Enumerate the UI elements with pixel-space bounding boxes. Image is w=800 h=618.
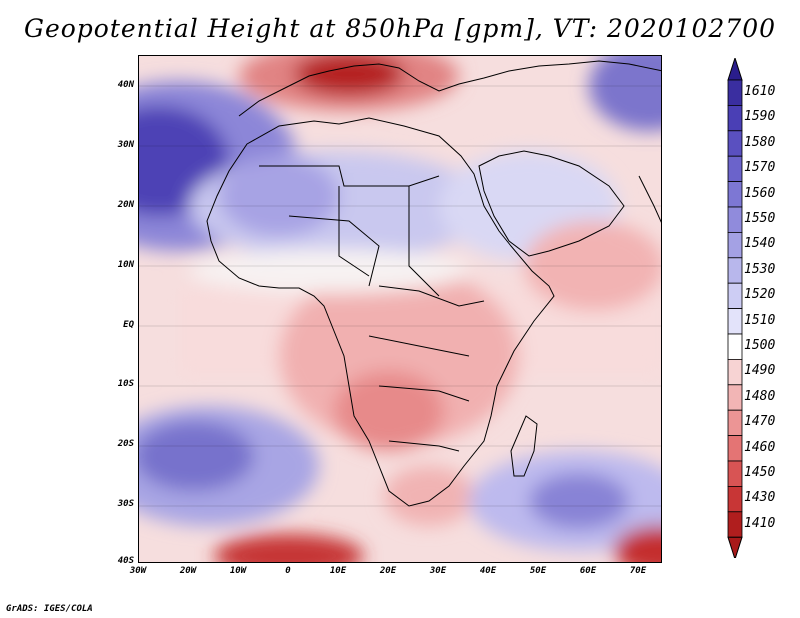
colorbar-swatch: [727, 358, 743, 386]
lat-label: 30N: [117, 140, 134, 150]
colorbar-tick-label: 1410: [744, 515, 776, 531]
lon-label: 10E: [329, 566, 347, 576]
colorbar-tick-label: 1470: [744, 414, 776, 430]
colorbar-top-arrow: [727, 58, 743, 81]
map-title: Geopotential Height at 850hPa [gpm], VT:…: [23, 14, 777, 43]
lat-label: 30S: [117, 499, 134, 509]
colorbar-swatch: [727, 79, 743, 106]
lat-label: 40N: [117, 80, 134, 90]
colorbar-swatch: [727, 333, 743, 360]
lat-label: 10S: [117, 379, 134, 389]
colorbar-swatch: [727, 308, 743, 335]
colorbar: [727, 58, 743, 558]
colorbar-tick-label: 1550: [744, 211, 776, 226]
lat-label: EQ: [123, 320, 134, 330]
lon-label: 20W: [179, 566, 197, 576]
colorbar-tick-label: 1430: [744, 490, 776, 506]
geopotential-field: [139, 56, 661, 562]
colorbar-bottom-arrow: [727, 536, 743, 558]
colorbar-tick-label: 1570: [744, 160, 776, 176]
colorbar-tick-label: 1610: [744, 84, 776, 99]
lat-label: 10N: [117, 260, 134, 270]
lon-label: 70E: [629, 566, 647, 576]
colorbar-tick-label: 1590: [744, 109, 776, 125]
colorbar-swatch: [727, 282, 743, 309]
lat-label: 20S: [117, 439, 134, 449]
colorbar-swatch: [727, 231, 743, 259]
colorbar-tick-label: 1460: [744, 439, 776, 455]
colorbar-tick-label: 1560: [744, 185, 776, 201]
colorbar-tick-label: 1490: [744, 363, 776, 379]
lon-label: 40E: [479, 566, 497, 576]
colorbar-swatch: [727, 485, 743, 513]
colorbar-tick-label: 1510: [744, 312, 776, 328]
colorbar-swatch: [727, 409, 743, 437]
lon-label: 0: [285, 566, 291, 576]
colorbar-swatch: [727, 130, 743, 157]
colorbar-swatch: [727, 181, 743, 208]
colorbar-tick-label: 1520: [744, 287, 776, 303]
colorbar-tick-label: 1540: [744, 236, 776, 252]
colorbar-tick-label: 1500: [744, 338, 776, 353]
footer-credit: GrADS: IGES/COLA: [6, 604, 93, 614]
colorbar-swatch: [727, 384, 743, 411]
colorbar-swatch: [727, 155, 743, 182]
colorbar-swatch: [727, 206, 743, 233]
colorbar-tick-label: 1580: [744, 134, 776, 150]
lon-label: 60E: [579, 566, 597, 576]
colorbar-swatch: [727, 105, 743, 132]
lat-label: 40S: [117, 556, 134, 566]
colorbar-tick-label: 1450: [744, 465, 776, 480]
map-panel: [138, 55, 662, 563]
lon-label: 10W: [229, 566, 247, 576]
coastlines: [206, 60, 661, 507]
colorbar-swatch: [727, 511, 743, 538]
colorbar-swatch: [727, 460, 743, 487]
lon-label: 50E: [529, 566, 547, 576]
lon-label: 30W: [129, 566, 147, 576]
colorbar-tick-label: 1530: [744, 261, 776, 277]
colorbar-swatch: [727, 435, 743, 462]
lat-label: 20N: [117, 200, 134, 210]
lon-label: 20E: [379, 566, 397, 576]
lon-label: 30E: [429, 566, 447, 576]
colorbar-swatch: [727, 257, 743, 284]
colorbar-tick-label: 1480: [744, 388, 776, 404]
